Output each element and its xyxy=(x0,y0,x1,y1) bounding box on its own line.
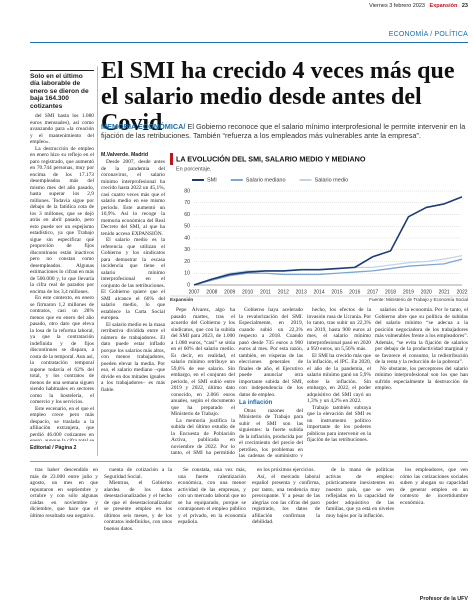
deck: MEMORIA ECONÓMICA/ El Gobierno reconoce … xyxy=(101,122,467,140)
paragraph: Trabajo también subraya que la elevación… xyxy=(307,404,371,444)
y-tick-label: 80 xyxy=(184,188,190,194)
x-tick-label: 2018 xyxy=(385,289,396,295)
bottom-column: en los próximos ejercicios. Así, el merca… xyxy=(252,467,320,601)
x-tick-label: 2019 xyxy=(403,289,414,295)
paragraph: Otras razones del Ministerio de Trabajo … xyxy=(239,407,303,458)
y-tick-label: 60 xyxy=(184,212,190,218)
legend-label: SMI xyxy=(207,177,217,183)
section-label: ECONOMÍA / POLÍTICA xyxy=(388,31,468,38)
paragraph: El SMI ha crecido más que la inflación, … xyxy=(307,352,371,405)
chart-credit: Expansión xyxy=(170,297,193,302)
paragraph: El salario medio es la masa retributiva … xyxy=(101,321,165,393)
paragraph: No obstante, los perceptores del salario… xyxy=(375,365,468,392)
x-tick-label: 2007 xyxy=(188,289,199,295)
headline: El SMI ha crecido 4 veces más que el sal… xyxy=(101,58,455,136)
paragraph: La destrucción de empleo en enero hizo s… xyxy=(30,145,94,295)
y-tick-label: 0 xyxy=(187,282,190,288)
paragraph: salarios de la economía. Por lo tanto, e… xyxy=(375,307,468,365)
paragraph: Se constata, una vez más, una fuerte ral… xyxy=(178,467,246,525)
chart-source: Fuente: Ministerio de Trabajo y Economía… xyxy=(369,297,468,302)
x-tick-label: 2020 xyxy=(421,289,432,295)
y-tick-label: 70 xyxy=(184,200,190,206)
section-rule xyxy=(30,42,468,43)
bottom-column: tras haber descendido en más de 23.000 e… xyxy=(30,467,98,601)
page-number: 23 xyxy=(461,3,468,9)
article-column: salarios de la economía. Por lo tanto, e… xyxy=(375,307,468,457)
x-tick-label: 2010 xyxy=(242,289,253,295)
chart-subtitle: En porcentaje. xyxy=(176,166,212,172)
paragraph: de la mano de políticas activas de emple… xyxy=(326,467,394,519)
x-tick-label: 2012 xyxy=(278,289,289,295)
column-rule xyxy=(97,66,98,456)
paragraph: El salario medio es la referencia que ut… xyxy=(101,237,165,321)
x-tick-label: 2021 xyxy=(439,289,450,295)
bottom-column: Se constata, una vez más, una fuerte ral… xyxy=(178,467,246,601)
date: Viernes 3 febrero 2023 xyxy=(369,3,425,9)
bottom-column: de la mano de políticas activas de emple… xyxy=(326,467,394,601)
article-column: Desde 2007, desde antes de la pandemia d… xyxy=(101,159,165,441)
y-tick-label: 40 xyxy=(184,235,190,241)
cross-reference: Editorial / Página 2 xyxy=(30,445,77,451)
legend-label: Salario mediano xyxy=(246,177,286,183)
chart-title-bar xyxy=(170,153,173,165)
y-tick-label: 50 xyxy=(184,224,190,230)
chart-background xyxy=(170,153,468,303)
paragraph: Así, el mercado laboral español presenta… xyxy=(252,473,320,526)
kicker: MEMORIA ECONÓMICA/ xyxy=(101,122,186,131)
paragraph: Este escenario, en el que el empleo crec… xyxy=(30,405,94,442)
paragraph: Mientras, el Gobierno alardea de los dat… xyxy=(104,480,172,532)
x-tick-label: 2009 xyxy=(224,289,235,295)
paragraph: hecho, los efectos de la invasión rusa d… xyxy=(307,307,371,352)
paragraph: cuenta de cotización a la Seguridad Soci… xyxy=(104,467,172,480)
paragraph: La memoria justifica la subida del últim… xyxy=(171,417,235,458)
x-tick-label: 2014 xyxy=(314,289,325,295)
x-tick-label: 2013 xyxy=(296,289,307,295)
sidebar-column: del SMI hasta los 1.080 euros mensuales)… xyxy=(30,113,94,441)
bottom-column: los empleadores, que ven cómo las cotiza… xyxy=(400,467,468,593)
paragraph: tras haber descendido en más de 23.000 e… xyxy=(30,467,98,519)
article-column: hecho, los efectos de la invasión rusa d… xyxy=(307,307,371,457)
paragraph: En este contexto, en enero se firmaron 1… xyxy=(30,295,94,405)
x-tick-label: 2011 xyxy=(260,289,271,295)
x-tick-label: 2017 xyxy=(367,289,378,295)
paragraph: Desde 2007, desde antes de la pandemia d… xyxy=(101,159,165,237)
chart: LA EVOLUCIÓN DEL SMI, SALARIO MEDIO Y ME… xyxy=(170,153,468,303)
article-column: Gobierno haya acelerado la revalorizació… xyxy=(239,307,303,457)
section-rule xyxy=(30,461,468,462)
deck-text: El Gobierno reconoce que el salario míni… xyxy=(101,122,466,140)
article-column: Pepe Álvarez, algo ha pasado martes, tra… xyxy=(171,307,235,457)
y-tick-label: 30 xyxy=(184,247,190,253)
paragraph: los empleadores, que ven cómo las cotiza… xyxy=(400,467,468,506)
series-line xyxy=(193,258,463,286)
x-tick-label: 2022 xyxy=(456,289,467,295)
y-tick-label: 20 xyxy=(184,259,190,265)
x-tick-label: 2008 xyxy=(206,289,217,295)
page-header: Viernes 3 febrero 2023 Expansión 23 xyxy=(369,3,468,9)
signature: Profesor de la UFV xyxy=(419,596,468,602)
bottom-column: cuenta de cotización a la Seguridad Soci… xyxy=(104,467,172,601)
paragraph: en los próximos ejercicios. xyxy=(257,467,315,473)
subheading: La inflación xyxy=(239,400,273,406)
brand: Expansión xyxy=(429,3,458,9)
byline: M.Valverde. Madrid xyxy=(101,152,148,158)
y-tick-label: 10 xyxy=(184,271,190,277)
legend-label: Salario medio xyxy=(315,177,349,183)
paragraph: Pepe Álvarez, algo ha pasado martes, tra… xyxy=(171,307,235,417)
paragraph: del SMI hasta los 1.080 euros mensuales)… xyxy=(30,113,94,145)
sidebar-highlight: Solo en el último día laborable de enero… xyxy=(30,70,94,110)
chart-title: LA EVOLUCIÓN DEL SMI, SALARIO MEDIO Y ME… xyxy=(176,154,366,163)
x-tick-label: 2016 xyxy=(349,289,360,295)
series-line xyxy=(193,196,463,286)
paragraph: Gobierno haya acelerado la revalorizació… xyxy=(239,307,303,398)
x-tick-label: 2015 xyxy=(331,289,342,295)
